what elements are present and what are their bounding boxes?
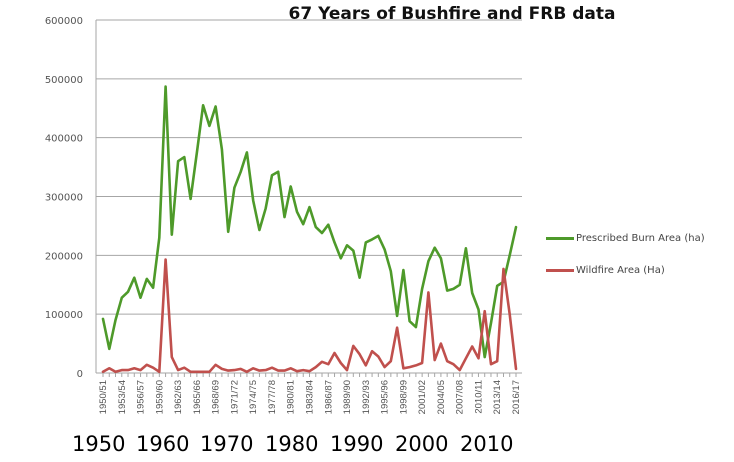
x-tick-label: 1995/96 xyxy=(380,380,391,414)
y-tick-label: 0 xyxy=(77,369,83,380)
decade-label: 2010 xyxy=(460,432,514,456)
legend-label: Wildfire Area (Ha) xyxy=(576,265,665,276)
x-tick-label: 2013/14 xyxy=(492,380,503,414)
x-tick-label: 1968/69 xyxy=(211,380,222,414)
x-tick-label: 1953/54 xyxy=(117,380,128,414)
x-tick-label: 2001/02 xyxy=(417,380,428,414)
y-tick-label: 500000 xyxy=(45,75,83,86)
legend-swatch-red xyxy=(546,269,574,272)
decade-label: 1990 xyxy=(330,432,384,456)
x-tick-label: 1959/60 xyxy=(154,380,165,414)
x-tick-label: 1992/93 xyxy=(361,380,372,414)
legend-item-wildfire: Wildfire Area (Ha) xyxy=(546,265,665,276)
x-tick-label: 1980/81 xyxy=(286,380,297,414)
x-tick-label: 1977/78 xyxy=(267,380,278,414)
y-tick-label: 100000 xyxy=(45,310,83,321)
line-chart: 0 100000 200000 300000 400000 500000 600000 195… xyxy=(45,16,522,414)
y-tick-label: 300000 xyxy=(45,193,83,204)
x-tick-label: 2016/17 xyxy=(511,380,522,414)
x-tick-label: 1971/72 xyxy=(229,380,240,414)
y-tick-label: 400000 xyxy=(45,134,83,145)
x-tick-label: 1983/84 xyxy=(305,380,316,414)
x-tick-label: 1998/99 xyxy=(398,380,409,414)
chart-title: 67 Years of Bushfire and FRB data xyxy=(288,4,616,24)
decade-label: 1960 xyxy=(136,432,190,456)
x-tick-label: 1974/75 xyxy=(248,380,259,414)
x-tick-label: 1962/63 xyxy=(173,380,184,414)
series-prescribed-burn-line xyxy=(101,85,518,359)
series-wildfire-line xyxy=(101,258,518,374)
x-tick-label: 1956/57 xyxy=(136,380,147,414)
x-tick-label: 2004/05 xyxy=(436,380,447,414)
x-tick-label: 1965/66 xyxy=(192,380,203,414)
decade-label: 2000 xyxy=(395,432,449,456)
x-tick-label: 1986/87 xyxy=(323,380,334,414)
decade-label: 1970 xyxy=(200,432,254,456)
y-tick-label: 600000 xyxy=(45,16,83,27)
x-tick-label: 2010/11 xyxy=(473,380,484,414)
legend-item-prescribed-burn: Prescribed Burn Area (ha) xyxy=(546,233,705,244)
decade-label: 1980 xyxy=(265,432,319,456)
y-tick-label: 200000 xyxy=(45,251,83,262)
decade-label: 1950 xyxy=(72,432,126,456)
legend-swatch-green xyxy=(546,237,574,240)
x-tick-label: 1950/51 xyxy=(98,380,109,414)
x-tick-label: 2007/08 xyxy=(455,380,466,414)
legend-label: Prescribed Burn Area (ha) xyxy=(576,233,705,244)
x-tick-label: 1989/90 xyxy=(342,380,353,414)
